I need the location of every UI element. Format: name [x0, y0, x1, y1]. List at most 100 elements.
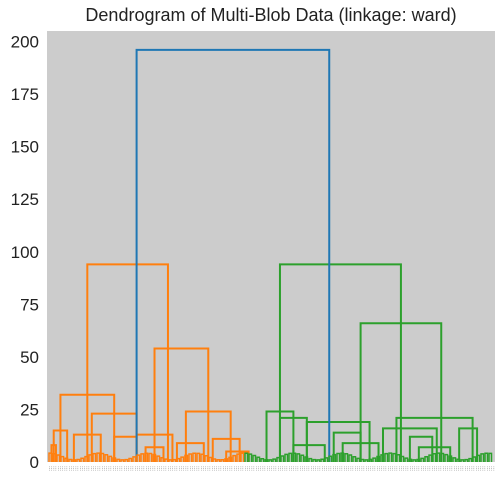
- leaf-tick-label: …: [447, 466, 453, 471]
- leaf-link: [52, 452, 57, 462]
- leaf-link: [320, 458, 325, 462]
- leaf-tick-label: …: [425, 466, 431, 471]
- leaf-tick-label: …: [113, 466, 119, 471]
- leaf-tick-label: …: [267, 466, 273, 471]
- leaf-tick-label: …: [168, 466, 174, 471]
- leaf-tick-label: …: [414, 466, 420, 471]
- leaf-link: [428, 454, 433, 462]
- leaf-link: [388, 452, 393, 462]
- leaf-tick-label: …: [135, 466, 141, 471]
- chart-title: Dendrogram of Multi-Blob Data (linkage: …: [85, 5, 456, 25]
- leaf-link: [160, 457, 165, 462]
- leaf-tick-label: …: [95, 466, 101, 471]
- leaf-tick-label: …: [78, 466, 84, 471]
- leaf-tick-label: …: [159, 466, 165, 471]
- leaf-tick-label: …: [384, 466, 390, 471]
- leaf-tick-label: …: [377, 466, 383, 471]
- leaf-link: [116, 458, 121, 462]
- leaf-tick-label: …: [67, 466, 73, 471]
- leaf-tick-label: …: [210, 466, 216, 471]
- leaf-tick-label: …: [126, 466, 132, 471]
- leaf-link: [144, 452, 149, 462]
- leaf-tick-label: …: [381, 466, 387, 471]
- leaf-link: [264, 458, 269, 462]
- leaf-tick-label: …: [153, 466, 159, 471]
- leaf-tick-label: …: [351, 466, 357, 471]
- leaf-link: [68, 458, 73, 462]
- leaf-tick-label: …: [364, 466, 370, 471]
- leaf-tick-label: …: [157, 466, 163, 471]
- leaf-tick-label: …: [117, 466, 123, 471]
- leaf-link: [360, 458, 365, 462]
- plot-background: [47, 31, 495, 462]
- leaf-tick-label: …: [58, 466, 64, 471]
- leaf-link: [172, 458, 177, 462]
- leaf-tick-label: …: [465, 466, 471, 471]
- leaf-tick-label: …: [252, 466, 258, 471]
- leaf-tick-label: …: [439, 466, 445, 471]
- leaf-tick-label: …: [344, 466, 350, 471]
- leaf-tick-label: …: [331, 466, 337, 471]
- leaf-tick-label: …: [104, 466, 110, 471]
- leaf-link: [328, 455, 333, 462]
- leaf-tick-label: …: [205, 466, 211, 471]
- leaf-tick-label: …: [201, 466, 207, 471]
- leaf-tick-label: …: [172, 466, 178, 471]
- leaf-tick-label: …: [188, 466, 194, 471]
- leaf-link: [432, 453, 437, 462]
- leaf-tick-label: …: [298, 466, 304, 471]
- leaf-tick-label: …: [309, 466, 315, 471]
- leaf-tick-label: …: [342, 466, 348, 471]
- leaf-tick-label: …: [128, 466, 134, 471]
- leaf-tick-label: …: [91, 466, 97, 471]
- leaf-tick-label: …: [194, 466, 200, 471]
- leaf-tick-label: …: [296, 466, 302, 471]
- leaf-tick-label: …: [355, 466, 361, 471]
- leaf-tick-label: …: [452, 466, 458, 471]
- leaf-tick-label: …: [388, 466, 394, 471]
- leaf-tick-label: …: [71, 466, 77, 471]
- leaf-tick-label: …: [483, 466, 489, 471]
- dendrogram-link: [458, 427, 479, 462]
- leaf-tick-label: …: [221, 466, 227, 471]
- leaf-link: [324, 457, 329, 462]
- leaf-link: [436, 452, 441, 462]
- leaf-tick-label: …: [146, 466, 152, 471]
- leaf-tick-label: …: [353, 466, 359, 471]
- leaf-tick-label: …: [109, 466, 115, 471]
- leaf-link: [484, 452, 489, 462]
- y-tick-label: 100: [11, 243, 39, 262]
- leaf-tick-label: …: [485, 466, 491, 471]
- leaf-tick-label: …: [54, 466, 60, 471]
- leaf-link: [348, 454, 353, 462]
- leaf-tick-label: …: [120, 466, 126, 471]
- leaf-tick-label: …: [322, 466, 328, 471]
- leaf-link: [416, 458, 421, 462]
- leaf-labels: ……………………………………………………………………………………………………………: [47, 466, 497, 471]
- leaf-tick-label: …: [219, 466, 225, 471]
- leaf-tick-label: …: [392, 466, 398, 471]
- leaf-link: [468, 457, 473, 462]
- leaf-link: [456, 458, 461, 462]
- leaf-link: [376, 455, 381, 462]
- y-tick-label: 200: [11, 33, 39, 52]
- leaf-tick-label: …: [441, 466, 447, 471]
- leaf-link: [56, 454, 61, 462]
- leaf-link: [184, 454, 189, 462]
- leaf-link: [464, 458, 469, 462]
- leaf-link: [448, 455, 453, 462]
- leaf-tick-label: …: [170, 466, 176, 471]
- leaf-tick-label: …: [256, 466, 262, 471]
- leaf-link: [356, 457, 361, 462]
- leaf-tick-label: …: [315, 466, 321, 471]
- leaf-tick-label: …: [480, 466, 486, 471]
- leaf-link: [336, 452, 341, 462]
- leaf-tick-label: …: [241, 466, 247, 471]
- leaf-tick-label: …: [300, 466, 306, 471]
- leaf-tick-label: …: [287, 466, 293, 471]
- leaf-link: [420, 457, 425, 462]
- leaf-link: [108, 455, 113, 462]
- dendrogram-link: [305, 421, 371, 462]
- leaf-tick-label: …: [269, 466, 275, 471]
